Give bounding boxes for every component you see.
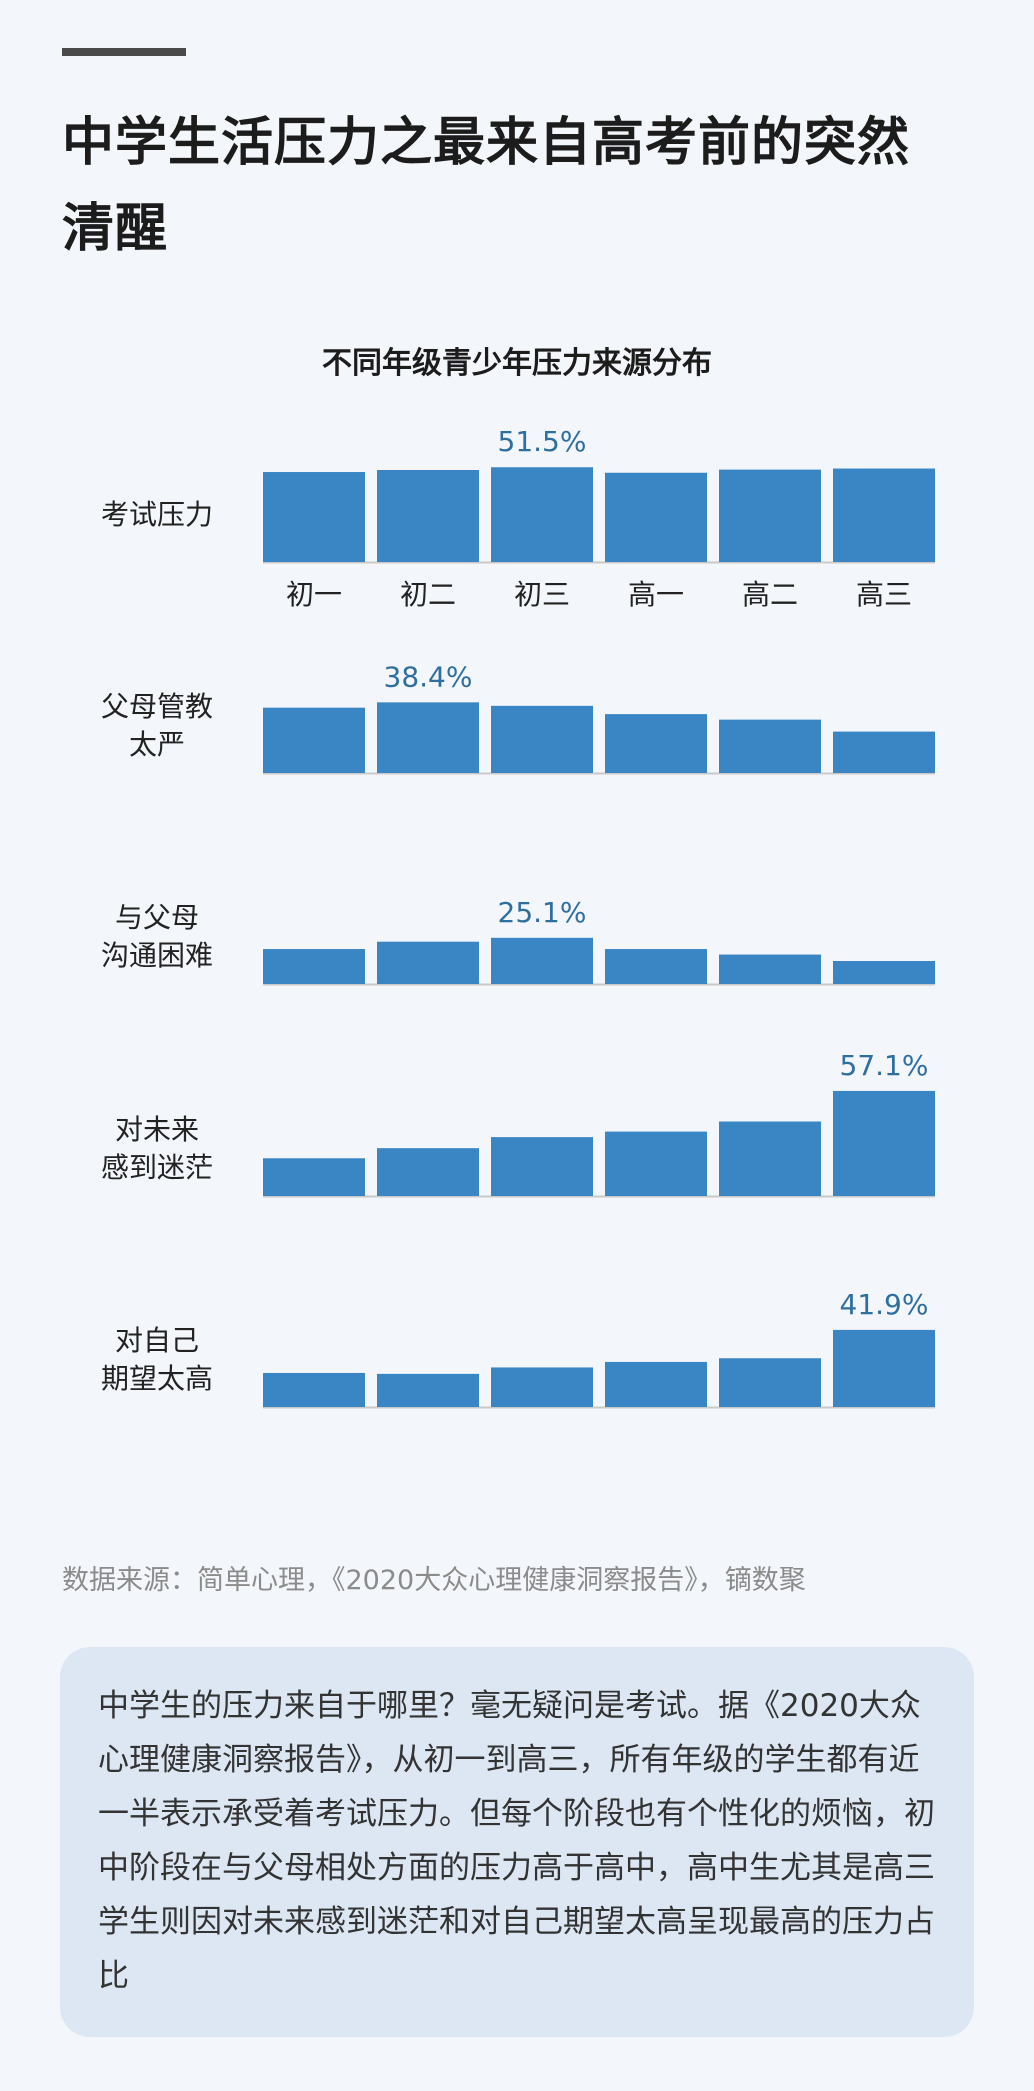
bar — [377, 1148, 479, 1196]
data-source-note: 数据来源：简单心理，《2020大众心理健康洞察报告》，镝数聚 — [62, 1565, 806, 1596]
title-accent-bar — [62, 48, 186, 56]
bar — [833, 1090, 935, 1196]
bar — [605, 1131, 707, 1196]
category-tick-label: 初三 — [514, 578, 570, 611]
category-tick-label: 初一 — [286, 578, 342, 611]
bar — [605, 714, 707, 773]
bar — [263, 1158, 365, 1196]
series-label: 考试压力 — [101, 498, 213, 531]
bar — [491, 467, 593, 562]
stress-source-chart: 51.5% 考试压力 38.4% 父母管教太严 25.1% 与父母沟通困难 57.1% 对未来… — [101, 425, 935, 1409]
summary-box: 中学生的压力来自于哪里？毫无疑问是考试。据《2020大众心理健康洞察报告》，从初… — [60, 1647, 974, 2037]
bar — [263, 472, 365, 562]
category-tick-label: 高一 — [628, 578, 684, 611]
bar — [377, 702, 479, 773]
bar — [833, 1329, 935, 1407]
bar — [719, 469, 821, 562]
bar — [377, 470, 479, 562]
bar — [377, 1373, 479, 1407]
bar — [377, 941, 479, 984]
data-label: 51.5% — [498, 425, 587, 458]
summary-text: 中学生的压力来自于哪里？毫无疑问是考试。据《2020大众心理健康洞察报告》，从初… — [98, 1688, 935, 1994]
bar — [605, 1361, 707, 1407]
bar — [719, 719, 821, 773]
series-label: 与父母沟通困难 — [101, 901, 213, 972]
bar — [263, 949, 365, 984]
category-tick-label: 初二 — [400, 578, 456, 611]
series-label: 父母管教太严 — [101, 690, 213, 761]
bar — [491, 705, 593, 773]
category-tick-label: 高二 — [742, 578, 798, 611]
category-tick-label: 高三 — [856, 578, 912, 611]
data-label: 57.1% — [840, 1049, 929, 1082]
series-label: 对自己期望太高 — [101, 1324, 213, 1395]
bar — [833, 468, 935, 562]
bar — [833, 731, 935, 773]
data-label: 38.4% — [384, 660, 473, 693]
bar — [605, 472, 707, 562]
chart-title: 不同年级青少年压力来源分布 — [322, 346, 712, 381]
series-label: 对未来感到迷茫 — [101, 1113, 213, 1184]
bar — [491, 1367, 593, 1407]
bar — [605, 949, 707, 984]
bar — [719, 954, 821, 984]
bar — [491, 1137, 593, 1196]
bar — [263, 707, 365, 773]
bar — [833, 961, 935, 984]
bar — [719, 1358, 821, 1407]
data-label: 25.1% — [498, 896, 587, 929]
data-label: 41.9% — [840, 1288, 929, 1321]
bar — [491, 937, 593, 984]
bar — [719, 1121, 821, 1196]
bar — [263, 1372, 365, 1407]
page-title: 中学生活压力之最来自高考前的突然清醒 — [62, 113, 911, 259]
